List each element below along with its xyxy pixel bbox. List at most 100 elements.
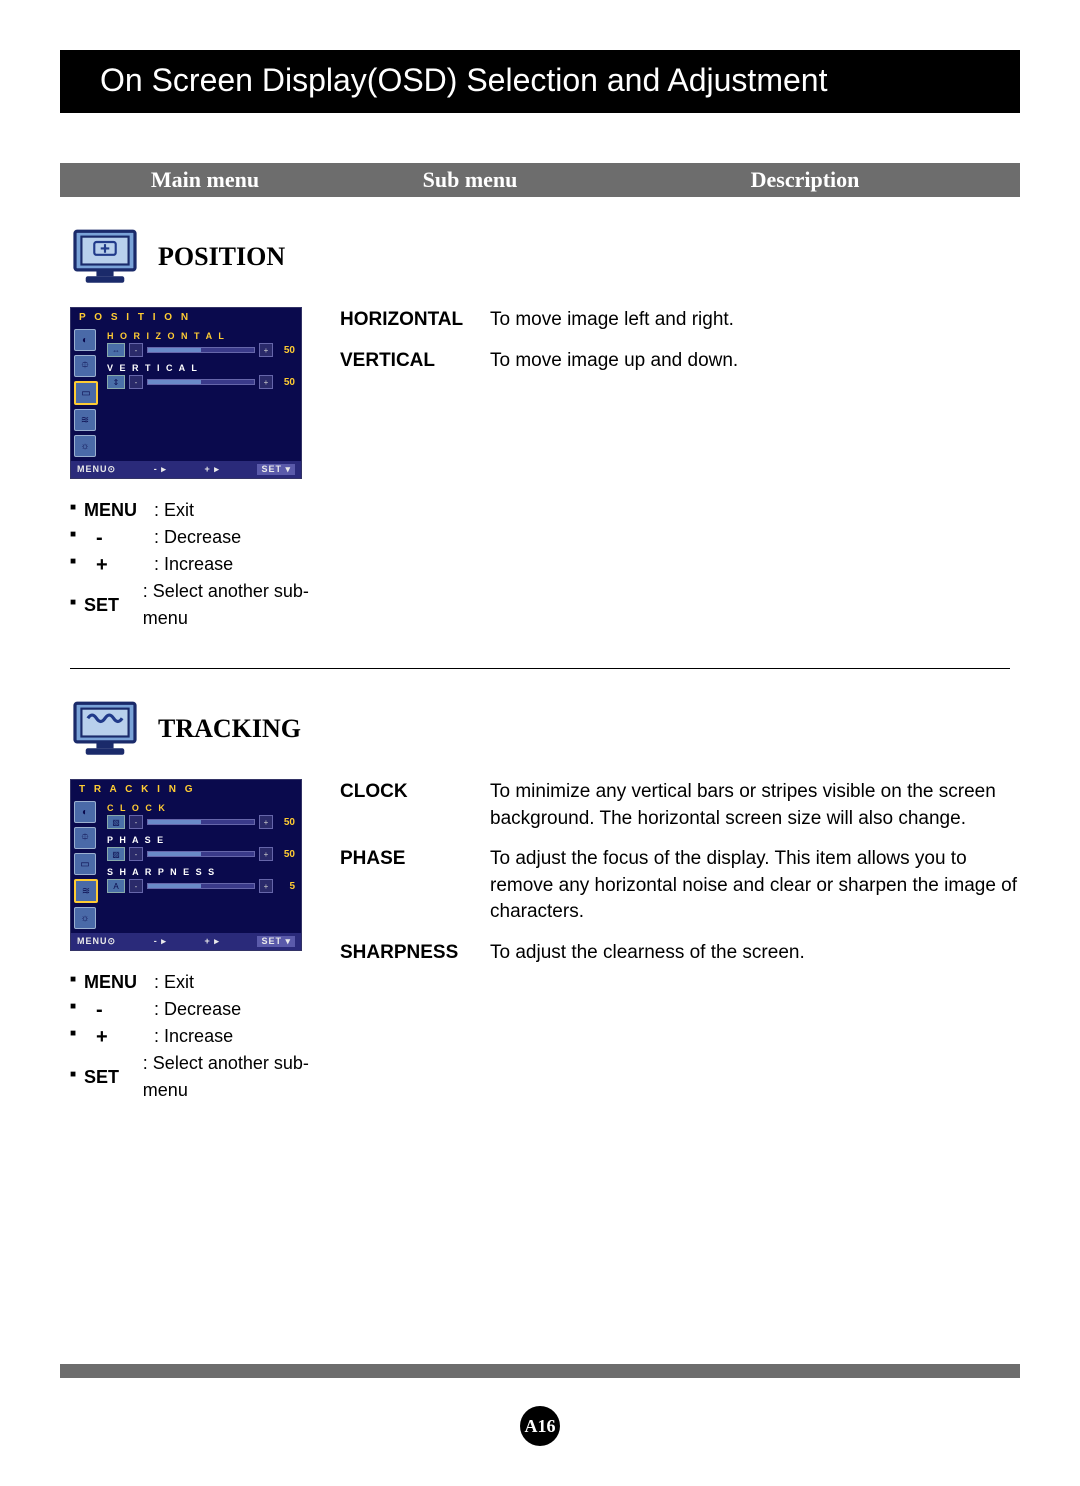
osd-side-icon: ◐ <box>74 329 96 351</box>
osd-side-icons: ◐ ⯐ ▭ ≋ ☼ <box>71 799 103 933</box>
osd-side-icon: ☼ <box>74 435 96 457</box>
osd-slider-row: ▨ - + 50 <box>107 847 295 861</box>
osd-plus-icon: + <box>259 343 273 357</box>
osd-minus-icon: - <box>129 375 143 389</box>
osd-item-label: H O R I Z O N T A L <box>107 331 295 341</box>
osd-side-icon: ⯐ <box>74 355 96 377</box>
header-main: Main menu <box>60 163 350 197</box>
description-row: SHARPNESS To adjust the clearness of the… <box>340 940 1020 967</box>
submenu-name: CLOCK <box>340 779 490 832</box>
section-title: TRACKING <box>158 714 301 744</box>
osd-side-icon: ◐ <box>74 801 96 823</box>
osd-item-label: V E R T I C A L <box>107 363 295 373</box>
right-column: HORIZONTAL To move image left and right.… <box>340 307 1020 388</box>
legend-row: +: Increase <box>70 1023 320 1050</box>
osd-title: P O S I T I O N <box>71 308 301 327</box>
osd-track <box>147 347 255 353</box>
description-row: CLOCK To minimize any vertical bars or s… <box>340 779 1020 832</box>
osd-footer: MENU⊙ - ▸ + ▸ SET ▾ <box>71 461 301 478</box>
osd-value: 50 <box>277 849 295 860</box>
osd-item-icon: ▧ <box>107 815 125 829</box>
osd-minus-icon: - <box>129 879 143 893</box>
right-column: CLOCK To minimize any vertical bars or s… <box>340 779 1020 981</box>
legend: MENU: Exit-: Decrease+: IncreaseSET: Sel… <box>70 969 320 1104</box>
osd-item-label: S H A R P N E S S <box>107 867 295 877</box>
osd-slider-row: ⇕ - + 50 <box>107 375 295 389</box>
osd-minus-icon: - <box>129 343 143 357</box>
osd-side-icon: ▭ <box>74 853 96 875</box>
osd-item-label: P H A S E <box>107 835 295 845</box>
osd-side-icon: ≋ <box>74 409 96 431</box>
page-title: On Screen Display(OSD) Selection and Adj… <box>60 50 1020 113</box>
left-column: T R A C K I N G ◐ ⯐ ▭ ≋ ☼ C L O C K ▧ - + 50… <box>70 779 320 1104</box>
description-row: HORIZONTAL To move image left and right. <box>340 307 1020 334</box>
position-icon <box>70 227 140 287</box>
description-row: VERTICAL To move image up and down. <box>340 348 1020 375</box>
osd-plus-icon: + <box>259 375 273 389</box>
legend-row: SET: Select another sub-menu <box>70 578 320 632</box>
osd-value: 50 <box>277 377 295 388</box>
legend-row: MENU: Exit <box>70 969 320 996</box>
submenu-name: VERTICAL <box>340 348 490 375</box>
legend-row: MENU: Exit <box>70 497 320 524</box>
description-row: PHASE To adjust the focus of the display… <box>340 846 1020 926</box>
osd-track <box>147 851 255 857</box>
section-head: POSITION <box>70 227 1020 287</box>
header-sub: Sub menu <box>350 163 590 197</box>
osd-item-icon: ▨ <box>107 847 125 861</box>
osd-item-icon: A <box>107 879 125 893</box>
description-text: To minimize any vertical bars or stripes… <box>490 779 1020 832</box>
section-head: TRACKING <box>70 699 1020 759</box>
osd-item-icon: ⇔ <box>107 343 125 357</box>
tracking-icon <box>70 699 140 759</box>
page: On Screen Display(OSD) Selection and Adj… <box>0 0 1080 1486</box>
description-text: To adjust the clearness of the screen. <box>490 940 1020 967</box>
osd-side-icon: ≋ <box>74 879 98 903</box>
page-number: A16 <box>520 1406 560 1446</box>
osd-footer: MENU⊙ - ▸ + ▸ SET ▾ <box>71 933 301 950</box>
description-text: To move image up and down. <box>490 348 1020 375</box>
osd-title: T R A C K I N G <box>71 780 301 799</box>
legend-row: -: Decrease <box>70 524 320 551</box>
sections-root: POSITION P O S I T I O N ◐ ⯐ ▭ ≋ ☼ H O R I Z… <box>60 227 1020 1104</box>
submenu-name: SHARPNESS <box>340 940 490 967</box>
osd-minus-icon: - <box>129 815 143 829</box>
osd-track <box>147 379 255 385</box>
osd-slider-row: ▧ - + 50 <box>107 815 295 829</box>
legend-row: SET: Select another sub-menu <box>70 1050 320 1104</box>
osd-track <box>147 883 255 889</box>
osd-value: 50 <box>277 817 295 828</box>
description-text: To move image left and right. <box>490 307 1020 334</box>
legend: MENU: Exit-: Decrease+: IncreaseSET: Sel… <box>70 497 320 632</box>
osd-panel: P O S I T I O N ◐ ⯐ ▭ ≋ ☼ H O R I Z O N T A … <box>70 307 302 479</box>
header-desc: Description <box>590 163 1020 197</box>
section: POSITION P O S I T I O N ◐ ⯐ ▭ ≋ ☼ H O R I Z… <box>60 227 1020 632</box>
description-text: To adjust the focus of the display. This… <box>490 846 1020 926</box>
osd-plus-icon: + <box>259 815 273 829</box>
description-table: HORIZONTAL To move image left and right.… <box>340 307 1020 374</box>
section: TRACKING T R A C K I N G ◐ ⯐ ▭ ≋ ☼ C L O C K… <box>60 699 1020 1104</box>
osd-slider-row: A - + 5 <box>107 879 295 893</box>
osd-plus-icon: + <box>259 879 273 893</box>
osd-panel: T R A C K I N G ◐ ⯐ ▭ ≋ ☼ C L O C K ▧ - + 50… <box>70 779 302 951</box>
osd-minus-icon: - <box>129 847 143 861</box>
osd-value: 5 <box>277 881 295 892</box>
legend-row: -: Decrease <box>70 996 320 1023</box>
submenu-name: HORIZONTAL <box>340 307 490 334</box>
page-number-wrap: A16 <box>60 1406 1020 1446</box>
osd-side-icon: ☼ <box>74 907 96 929</box>
osd-item-icon: ⇕ <box>107 375 125 389</box>
osd-item-label: C L O C K <box>107 803 295 813</box>
osd-value: 50 <box>277 345 295 356</box>
osd-track <box>147 819 255 825</box>
left-column: P O S I T I O N ◐ ⯐ ▭ ≋ ☼ H O R I Z O N T A … <box>70 307 320 632</box>
osd-side-icon: ▭ <box>74 381 98 405</box>
separator <box>70 668 1010 669</box>
osd-side-icon: ⯐ <box>74 827 96 849</box>
footer-bar <box>60 1364 1020 1378</box>
submenu-name: PHASE <box>340 846 490 926</box>
section-title: POSITION <box>158 242 285 272</box>
legend-row: +: Increase <box>70 551 320 578</box>
description-table: CLOCK To minimize any vertical bars or s… <box>340 779 1020 967</box>
column-header-row: Main menu Sub menu Description <box>60 163 1020 197</box>
